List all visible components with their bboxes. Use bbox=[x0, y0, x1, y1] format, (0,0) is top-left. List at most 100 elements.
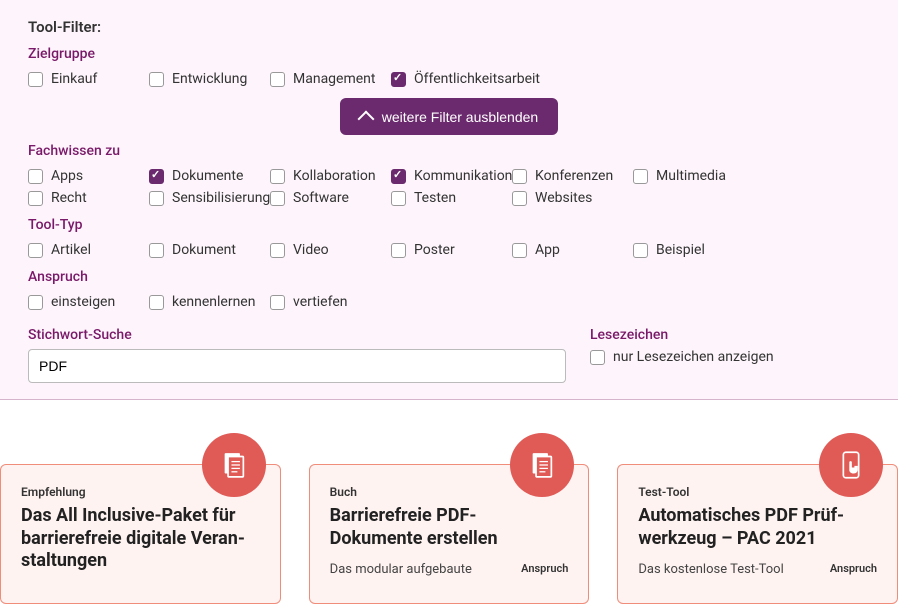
fachwissen-checkbox[interactable] bbox=[149, 169, 164, 184]
card-desc: Das modular aufgebaute bbox=[330, 562, 512, 577]
fachwissen-checkbox[interactable] bbox=[270, 191, 285, 206]
card-title: Das All Inclusive-Paket für barrierefrei… bbox=[21, 505, 260, 573]
bookmark-row: nur Lesezeichen anzeigen bbox=[590, 349, 870, 365]
anspruch-item: kennenlernen bbox=[149, 291, 270, 313]
search-label: Stichwort-Suche bbox=[28, 327, 566, 343]
fachwissen-item: Sensibilisierung bbox=[149, 187, 270, 209]
anspruch-checkbox[interactable] bbox=[28, 295, 43, 310]
zielgruppe-label: Einkauf bbox=[51, 71, 97, 87]
bookmark-col: Lesezeichen nur Lesezeichen anzeigen bbox=[590, 319, 870, 383]
zielgruppe-checkbox[interactable] bbox=[28, 72, 43, 87]
fachwissen-checkbox[interactable] bbox=[28, 191, 43, 206]
fachwissen-item: Kommunikation bbox=[391, 165, 512, 187]
fachwissen-checkbox[interactable] bbox=[149, 191, 164, 206]
toggle-wrap: weitere Filter ausblenden bbox=[28, 98, 870, 135]
tooltyp-item: Artikel bbox=[28, 239, 149, 261]
tooltyp-label: Beispiel bbox=[656, 242, 705, 258]
cards-row: EmpfehlungDas All Inclusive-Paket für ba… bbox=[0, 400, 898, 604]
tooltyp-label: Artikel bbox=[51, 242, 91, 258]
search-col: Stichwort-Suche bbox=[28, 319, 566, 383]
zielgruppe-checkbox[interactable] bbox=[270, 72, 285, 87]
fachwissen-item: Apps bbox=[28, 165, 149, 187]
tooltyp-label: Tool-Typ bbox=[28, 217, 870, 233]
fachwissen-label: Kollaboration bbox=[293, 168, 376, 184]
fachwissen-label: Multimedia bbox=[656, 168, 726, 184]
zielgruppe-item: Öffentlichkeitsarbeit bbox=[391, 68, 512, 90]
card[interactable]: EmpfehlungDas All Inclusive-Paket für ba… bbox=[0, 464, 281, 604]
fachwissen-label: Sensibilisierung bbox=[172, 190, 270, 206]
card-anspruch-label: Anspruch bbox=[830, 562, 877, 575]
anspruch-label: einsteigen bbox=[51, 294, 115, 310]
tooltyp-row: Artikel Dokument Video Poster App Beispiel bbox=[28, 239, 870, 261]
bookmark-label: Lesezeichen bbox=[590, 327, 870, 343]
card-body-row: Das kostenlose Test-ToolAnspruch bbox=[638, 562, 877, 577]
card-anspruch-label: Anspruch bbox=[521, 562, 568, 575]
tooltyp-label: Video bbox=[293, 242, 329, 258]
fachwissen-checkbox[interactable] bbox=[633, 169, 648, 184]
tooltyp-item: App bbox=[512, 239, 633, 261]
tooltyp-checkbox[interactable] bbox=[270, 243, 285, 258]
bookmark-checkbox[interactable] bbox=[590, 350, 605, 365]
tooltyp-checkbox[interactable] bbox=[391, 243, 406, 258]
toggle-label: weitere Filter ausblenden bbox=[382, 109, 538, 125]
card[interactable]: BuchBarrierefreie PDF-Dokumente erstelle… bbox=[309, 464, 590, 604]
tool-filter-panel: Tool-Filter: Zielgruppe Einkauf Entwicklu… bbox=[0, 0, 898, 400]
search-input[interactable] bbox=[28, 349, 566, 383]
zielgruppe-checkbox[interactable] bbox=[149, 72, 164, 87]
tooltyp-item: Dokument bbox=[149, 239, 270, 261]
zielgruppe-label: Entwicklung bbox=[172, 71, 247, 87]
anspruch-checkbox[interactable] bbox=[270, 295, 285, 310]
zielgruppe-item: Einkauf bbox=[28, 68, 149, 90]
fachwissen-label: Fachwissen zu bbox=[28, 143, 870, 159]
fachwissen-item: Multimedia bbox=[633, 165, 754, 187]
zielgruppe-item: Entwicklung bbox=[149, 68, 270, 90]
fachwissen-item: Websites bbox=[512, 187, 633, 209]
zielgruppe-label: Management bbox=[293, 71, 375, 87]
tooltyp-label: App bbox=[535, 242, 560, 258]
fachwissen-label: Recht bbox=[51, 190, 87, 206]
fachwissen-label: Kommunikation bbox=[414, 168, 512, 184]
fachwissen-item: Testen bbox=[391, 187, 512, 209]
anspruch-checkbox[interactable] bbox=[149, 295, 164, 310]
toggle-filters-button[interactable]: weitere Filter ausblenden bbox=[340, 98, 558, 135]
bookmark-checkbox-label: nur Lesezeichen anzeigen bbox=[613, 349, 774, 365]
tooltyp-checkbox[interactable] bbox=[149, 243, 164, 258]
tooltyp-checkbox[interactable] bbox=[633, 243, 648, 258]
filter-title: Tool-Filter: bbox=[28, 18, 870, 36]
fachwissen-label: Testen bbox=[414, 190, 456, 206]
document-icon bbox=[510, 433, 574, 497]
card-title: Barrierefreie PDF-Dokumente erstellen bbox=[330, 505, 569, 550]
tooltyp-checkbox[interactable] bbox=[28, 243, 43, 258]
tooltyp-item: Poster bbox=[391, 239, 512, 261]
fachwissen-checkbox[interactable] bbox=[28, 169, 43, 184]
touch-icon bbox=[819, 433, 883, 497]
card[interactable]: Test-ToolAutomatisches PDF Prüf­werkzeug… bbox=[617, 464, 898, 604]
tooltyp-checkbox[interactable] bbox=[512, 243, 527, 258]
fachwissen-item: Software bbox=[270, 187, 391, 209]
fachwissen-label: Software bbox=[293, 190, 349, 206]
anspruch-label: vertiefen bbox=[293, 294, 347, 310]
fachwissen-checkbox[interactable] bbox=[512, 191, 527, 206]
zielgruppe-checkbox[interactable] bbox=[391, 72, 406, 87]
fachwissen-row: Apps Dokumente Kollaboration KommunikationK… bbox=[28, 165, 870, 209]
fachwissen-checkbox[interactable] bbox=[391, 169, 406, 184]
fachwissen-checkbox[interactable] bbox=[270, 169, 285, 184]
fachwissen-checkbox[interactable] bbox=[391, 191, 406, 206]
tooltyp-item: Video bbox=[270, 239, 391, 261]
fachwissen-checkbox[interactable] bbox=[512, 169, 527, 184]
fachwissen-item: Kollaboration bbox=[270, 165, 391, 187]
anspruch-label: Anspruch bbox=[28, 269, 870, 285]
fachwissen-label: Dokumente bbox=[172, 168, 243, 184]
fachwissen-label: Apps bbox=[51, 168, 83, 184]
document-icon bbox=[202, 433, 266, 497]
anspruch-item: vertiefen bbox=[270, 291, 391, 313]
zielgruppe-label: Zielgruppe bbox=[28, 46, 870, 62]
anspruch-label: kennenlernen bbox=[172, 294, 255, 310]
fachwissen-item: Recht bbox=[28, 187, 149, 209]
zielgruppe-item: Management bbox=[270, 68, 391, 90]
bottom-row: Stichwort-Suche Lesezeichen nur Lesezeic… bbox=[28, 319, 870, 383]
card-body-row: Das modular aufgebaute Anspruch bbox=[330, 562, 569, 577]
tooltyp-label: Dokument bbox=[172, 242, 236, 258]
fachwissen-item: Dokumente bbox=[149, 165, 270, 187]
fachwissen-item: Konferenzen bbox=[512, 165, 633, 187]
